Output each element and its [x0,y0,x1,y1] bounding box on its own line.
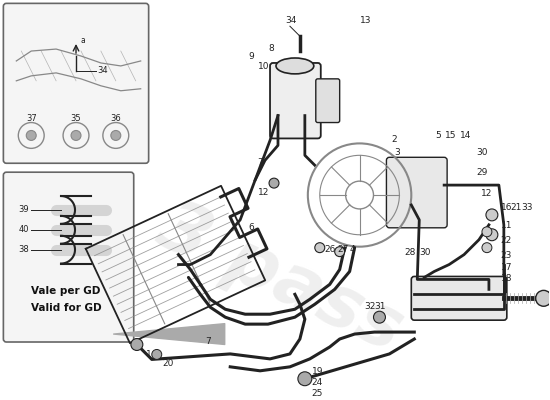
Text: 17: 17 [501,262,513,272]
Text: 6: 6 [248,223,254,232]
Text: 10: 10 [258,62,270,71]
Text: 33: 33 [522,203,533,212]
Text: 9: 9 [248,52,254,61]
Text: 3 pass: 3 pass [147,193,413,366]
Circle shape [131,338,143,350]
FancyBboxPatch shape [270,63,321,138]
Circle shape [335,247,345,257]
Text: 8: 8 [268,44,274,53]
Text: 20: 20 [163,359,174,368]
Text: Vale per GD: Vale per GD [31,286,101,296]
Text: 32: 32 [365,302,376,311]
Text: 38: 38 [19,245,29,254]
Text: 31: 31 [375,302,386,311]
Text: 18: 18 [501,274,513,284]
Text: 7: 7 [257,158,263,167]
Text: 24: 24 [312,378,323,387]
FancyBboxPatch shape [316,79,340,122]
Text: 27: 27 [338,245,349,254]
Text: 29: 29 [476,168,487,177]
Text: 11: 11 [501,221,513,230]
Text: 26: 26 [324,245,336,254]
Text: 7: 7 [205,337,211,346]
Text: 4: 4 [350,245,355,254]
Text: Valid for GD: Valid for GD [31,303,101,313]
Text: 25: 25 [312,389,323,398]
Text: 30: 30 [476,148,487,157]
Text: 13: 13 [360,16,371,25]
Circle shape [269,178,279,188]
Text: 22: 22 [501,236,512,245]
Circle shape [482,227,492,237]
Text: 36: 36 [111,114,121,122]
Text: 23: 23 [501,250,512,260]
Circle shape [486,209,498,221]
Text: a: a [81,36,86,45]
Text: 1: 1 [146,350,151,359]
Circle shape [482,243,492,253]
Text: 37: 37 [26,114,37,122]
Text: 30: 30 [419,248,431,257]
Circle shape [298,372,312,386]
Text: 2: 2 [392,136,397,144]
Circle shape [71,130,81,140]
Text: 14: 14 [460,132,471,140]
Text: 19: 19 [312,367,323,376]
Circle shape [486,229,498,241]
Text: 28: 28 [404,248,416,257]
FancyBboxPatch shape [411,276,507,320]
FancyBboxPatch shape [3,172,134,342]
Text: 16: 16 [501,203,513,212]
Text: 15: 15 [445,132,456,140]
FancyBboxPatch shape [3,3,149,163]
Text: 12: 12 [481,189,492,198]
Circle shape [152,350,162,360]
Circle shape [373,311,386,323]
Text: 35: 35 [71,114,81,122]
Text: 3: 3 [394,148,400,157]
Text: 5: 5 [435,132,441,140]
Text: 34: 34 [97,66,108,76]
Ellipse shape [276,58,314,74]
Text: 34: 34 [285,16,296,25]
Text: 21: 21 [511,203,522,212]
Text: 40: 40 [19,225,29,234]
FancyBboxPatch shape [387,157,447,228]
Circle shape [536,290,550,306]
Circle shape [26,130,36,140]
Text: 12: 12 [258,188,270,197]
Circle shape [315,243,324,253]
Text: 39: 39 [19,206,29,214]
Circle shape [111,130,121,140]
